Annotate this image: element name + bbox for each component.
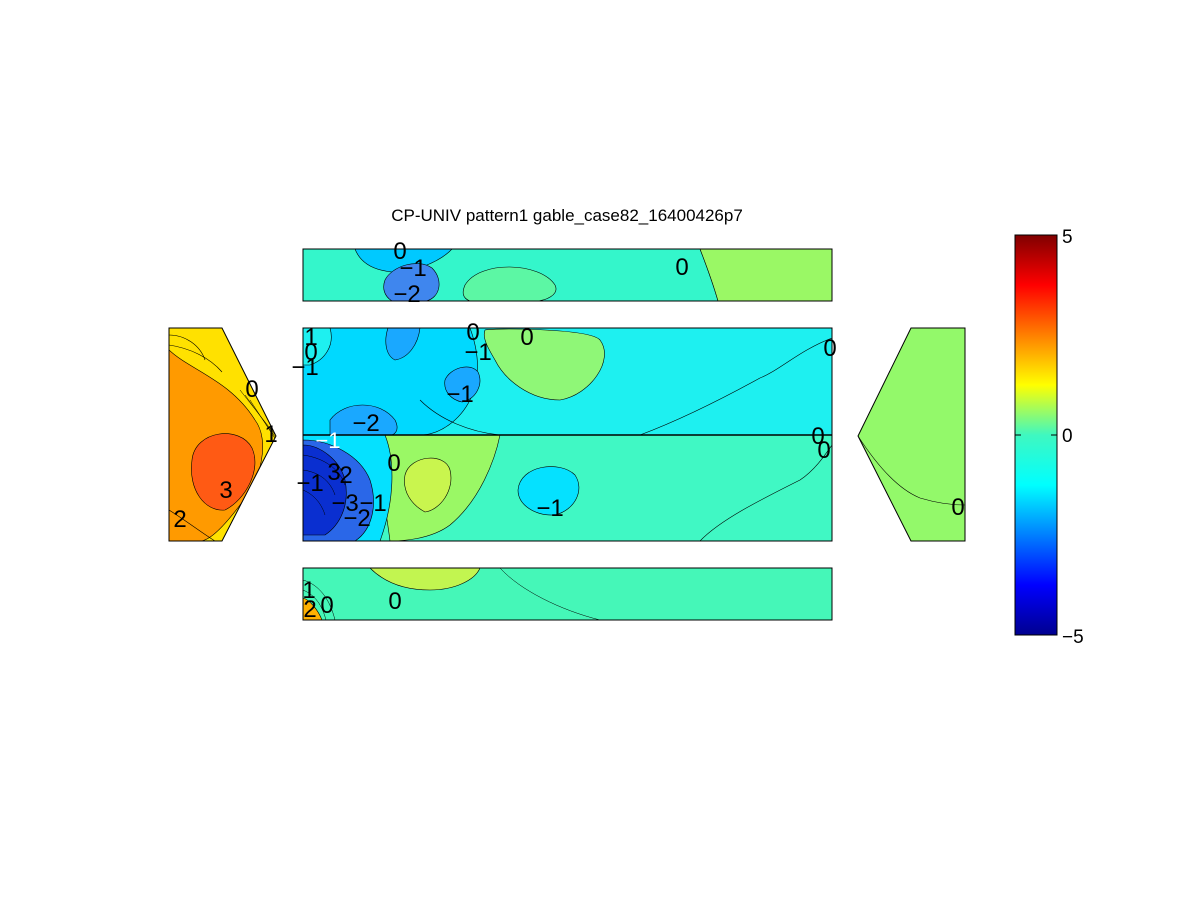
colorbar-gradient <box>1015 235 1057 635</box>
roof-upper-region-edge <box>303 328 332 366</box>
right-gable-label-1: 0 <box>951 494 964 521</box>
roof-lower-label-4: 3 <box>327 459 340 486</box>
left-gable-frame <box>168 327 277 542</box>
roof-upper-contour-minus1 <box>419 399 501 435</box>
right-gable-base-region <box>858 328 965 541</box>
roof-lower-label-9: −1 <box>536 495 563 522</box>
top-wall-label-1: 0 <box>393 238 406 265</box>
bottom-wall-frame <box>302 567 833 621</box>
roof-upper-region-minus2-top <box>385 328 421 361</box>
colorbar-tick-label-zero: 0 <box>1062 426 1073 447</box>
roof-lower-region-minus4 <box>303 444 347 536</box>
roof-lower-panel <box>303 435 832 541</box>
roof-upper-label-4: 0 <box>466 319 479 346</box>
bottom-wall-region-hot <box>303 597 323 620</box>
left-gable-contour-c <box>239 389 276 441</box>
roof-lower-label-2: 0 <box>387 450 400 477</box>
top-wall-panel <box>303 249 832 301</box>
top-wall-positive-region <box>699 249 832 301</box>
bottom-wall-contour-zero <box>499 568 601 620</box>
roof-lower-contour-lines <box>303 454 346 516</box>
bottom-wall-region-positive <box>369 568 481 591</box>
bottom-wall-panel <box>303 568 832 620</box>
roof-upper-panel <box>303 328 832 435</box>
roof-lower-label-8: −2 <box>343 505 370 532</box>
top-wall-label-2: −1 <box>399 255 426 282</box>
right-gable-frame <box>857 327 966 542</box>
right-gable-contour <box>858 435 965 506</box>
roof-lower-label-1: −1 <box>315 428 340 453</box>
roof-lower-label-5: −1 <box>296 470 323 497</box>
roof-upper-label-9: 0 <box>823 335 836 362</box>
roof-lower-label-7: −1 <box>359 490 386 517</box>
right-gable-panel <box>858 328 965 541</box>
roof-lower-label-10: 0 <box>811 423 824 450</box>
left-gable-region-red <box>191 433 256 511</box>
bottom-wall-label-1: 1 <box>302 577 315 604</box>
roof-upper-region-positive <box>483 328 605 401</box>
roof-upper-label-8: −2 <box>352 410 379 437</box>
bottom-wall-label-2: 2 <box>303 596 316 623</box>
bottom-wall-contour-lines <box>303 579 336 620</box>
left-gable-contour-d <box>169 509 216 541</box>
left-gable-label-3: 3 <box>219 477 232 504</box>
left-gable-contour-b <box>169 344 223 373</box>
roof-lower-contour-zero <box>699 444 832 541</box>
bottom-wall-label-3: 0 <box>320 592 333 619</box>
roof-lower-region-positive-inner <box>404 457 452 513</box>
top-wall-label-3: −2 <box>393 281 420 308</box>
roof-lower-region-minus1-bubble <box>517 466 580 516</box>
left-gable-label-1: 0 <box>245 376 258 403</box>
roof-upper-label-5: 0 <box>520 324 533 351</box>
colorbar-tick-label-max: 5 <box>1062 227 1073 248</box>
chart-title: CP-UNIV pattern1 gable_case82_16400426p7 <box>391 206 743 225</box>
roof-lower-label-3: 2 <box>339 462 352 489</box>
roof-upper-contour-zero <box>639 337 832 435</box>
roof-upper-label-2: 0 <box>304 339 317 366</box>
roof-upper-region-minus2-mid <box>444 366 481 403</box>
left-gable-contour-a <box>169 334 206 361</box>
left-gable-label-2: 1 <box>264 421 277 448</box>
top-wall-label-4: 0 <box>675 254 688 281</box>
roof-lower-label-6: −3 <box>331 490 358 517</box>
colorbar-tick-label-min: −5 <box>1062 627 1084 648</box>
roof-upper-label-6: −1 <box>464 339 491 366</box>
left-gable-panel <box>169 328 276 541</box>
top-wall-region-minus2 <box>383 263 440 301</box>
colorbar: 5 0 −5 <box>1014 227 1084 648</box>
top-wall-region-zero-bubble <box>462 266 557 301</box>
top-wall-frame <box>302 248 833 302</box>
bottom-wall-label-4: 0 <box>388 588 401 615</box>
roof-upper-label-1: 1 <box>304 324 317 351</box>
roof-lower-label-11: 0 <box>817 437 830 464</box>
left-gable-label-4: 2 <box>173 506 186 533</box>
roof-upper-label-7: −1 <box>446 381 473 408</box>
roof-upper-label-3: −1 <box>291 354 318 381</box>
